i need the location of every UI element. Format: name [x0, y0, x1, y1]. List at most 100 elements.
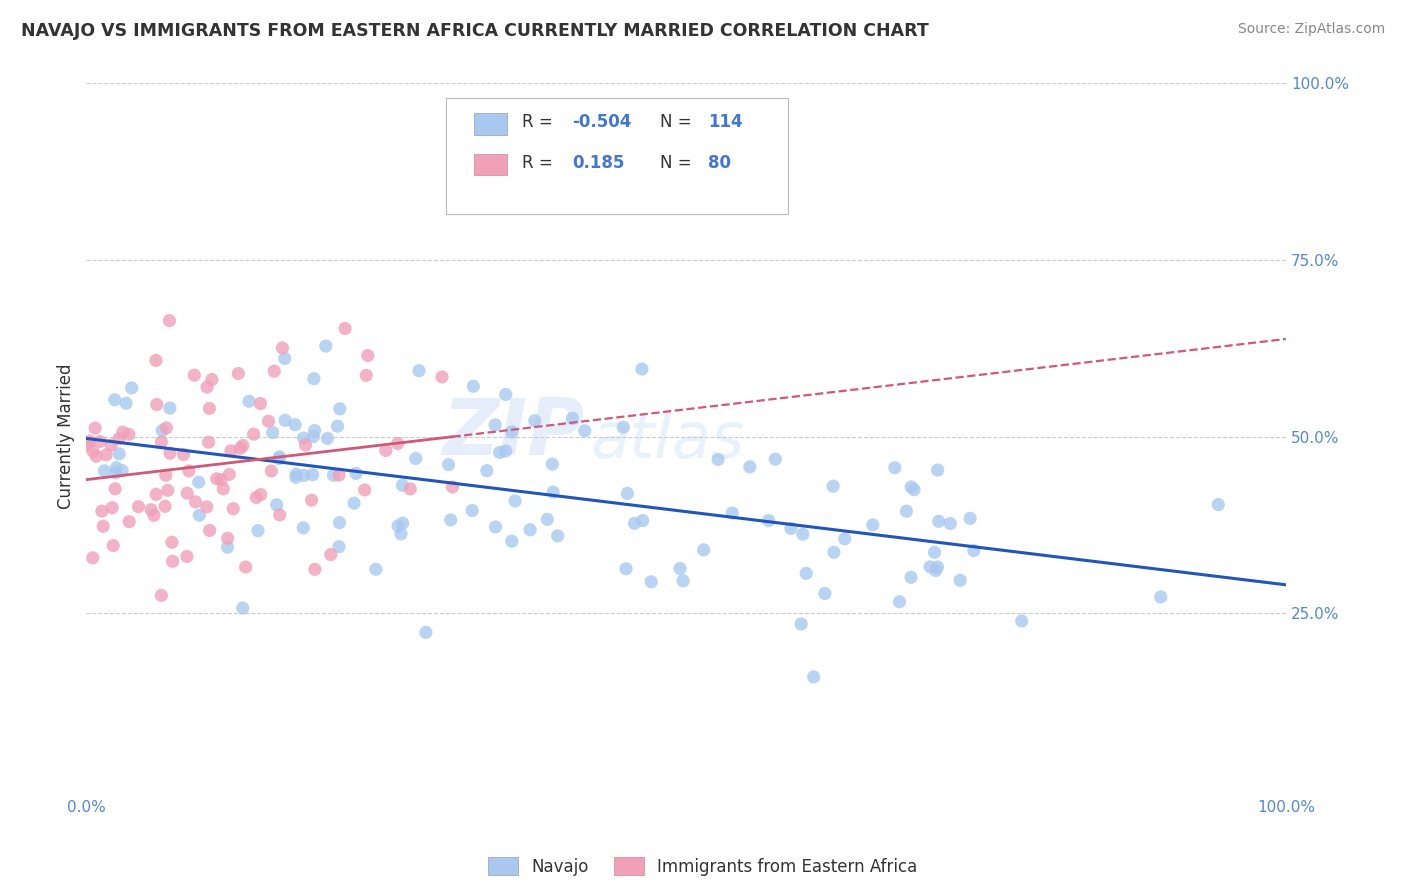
Point — [150, 435, 173, 450]
Point — [100, 438, 122, 452]
Text: ZIP: ZIP — [441, 395, 583, 471]
Point — [267, 451, 290, 466]
Point — [387, 519, 409, 533]
Point — [692, 542, 714, 557]
Point — [441, 480, 464, 494]
Point — [616, 486, 638, 500]
Point — [219, 443, 242, 458]
Point — [101, 500, 124, 515]
Point — [315, 339, 337, 353]
Point — [93, 464, 115, 478]
Point — [333, 321, 356, 335]
Point — [197, 435, 219, 450]
Point — [260, 464, 283, 478]
FancyBboxPatch shape — [474, 153, 508, 175]
Point — [364, 562, 387, 576]
Point — [963, 543, 986, 558]
Point — [232, 601, 254, 615]
Point — [353, 483, 375, 497]
Point — [391, 516, 413, 530]
Point — [183, 368, 205, 383]
Point — [329, 401, 352, 416]
Point — [896, 504, 918, 518]
Point — [156, 483, 179, 498]
Point — [176, 549, 198, 564]
Point — [173, 448, 195, 462]
Point — [195, 380, 218, 394]
Point — [79, 434, 101, 448]
Point — [218, 467, 240, 482]
Point — [292, 431, 315, 445]
Point — [484, 417, 506, 432]
Y-axis label: Currently Married: Currently Married — [58, 364, 75, 509]
Point — [301, 467, 323, 482]
Point — [792, 527, 814, 541]
Point — [495, 444, 517, 458]
Point — [322, 468, 344, 483]
Point — [145, 398, 167, 412]
Point — [294, 438, 316, 452]
Point — [328, 468, 350, 483]
Text: R =: R = — [522, 153, 558, 171]
Point — [721, 506, 744, 520]
Point — [484, 520, 506, 534]
Point — [104, 482, 127, 496]
Point — [924, 545, 946, 559]
Point — [104, 466, 127, 480]
Point — [862, 517, 884, 532]
Point — [84, 421, 107, 435]
Point — [344, 467, 367, 481]
Point — [150, 588, 173, 602]
Point — [834, 532, 856, 546]
Point — [503, 494, 526, 508]
Point — [249, 487, 271, 501]
Point — [118, 427, 141, 442]
Point — [201, 373, 224, 387]
Point — [949, 574, 972, 588]
Point — [302, 429, 325, 443]
Point — [959, 511, 981, 525]
Text: 0.185: 0.185 — [572, 153, 624, 171]
Point — [900, 480, 922, 494]
Text: 80: 80 — [707, 153, 731, 171]
Point — [928, 514, 950, 528]
Point — [222, 501, 245, 516]
Point — [823, 545, 845, 559]
Point — [226, 367, 249, 381]
Point — [159, 401, 181, 416]
Point — [229, 442, 252, 456]
Point — [269, 508, 291, 522]
Point — [284, 417, 307, 432]
Point — [547, 529, 569, 543]
Point — [354, 368, 377, 383]
Point — [301, 493, 323, 508]
Point — [488, 445, 510, 459]
Point — [143, 508, 166, 523]
Point — [285, 467, 308, 482]
Point — [263, 364, 285, 378]
Point — [640, 574, 662, 589]
Point — [574, 424, 596, 438]
Point — [357, 349, 380, 363]
Point — [121, 381, 143, 395]
Point — [541, 457, 564, 471]
Point — [763, 452, 786, 467]
Point — [461, 503, 484, 517]
FancyBboxPatch shape — [474, 113, 508, 135]
Point — [105, 460, 128, 475]
Point — [266, 498, 288, 512]
Point — [326, 419, 349, 434]
Point — [160, 535, 183, 549]
Point — [391, 478, 413, 492]
Point — [238, 394, 260, 409]
Point — [631, 362, 654, 376]
Point — [245, 491, 267, 505]
Point — [274, 351, 297, 366]
Point — [187, 475, 209, 490]
Point — [139, 502, 162, 516]
Point — [157, 313, 180, 327]
Point — [374, 443, 396, 458]
Point — [889, 595, 911, 609]
Point — [104, 392, 127, 407]
Point — [430, 370, 453, 384]
